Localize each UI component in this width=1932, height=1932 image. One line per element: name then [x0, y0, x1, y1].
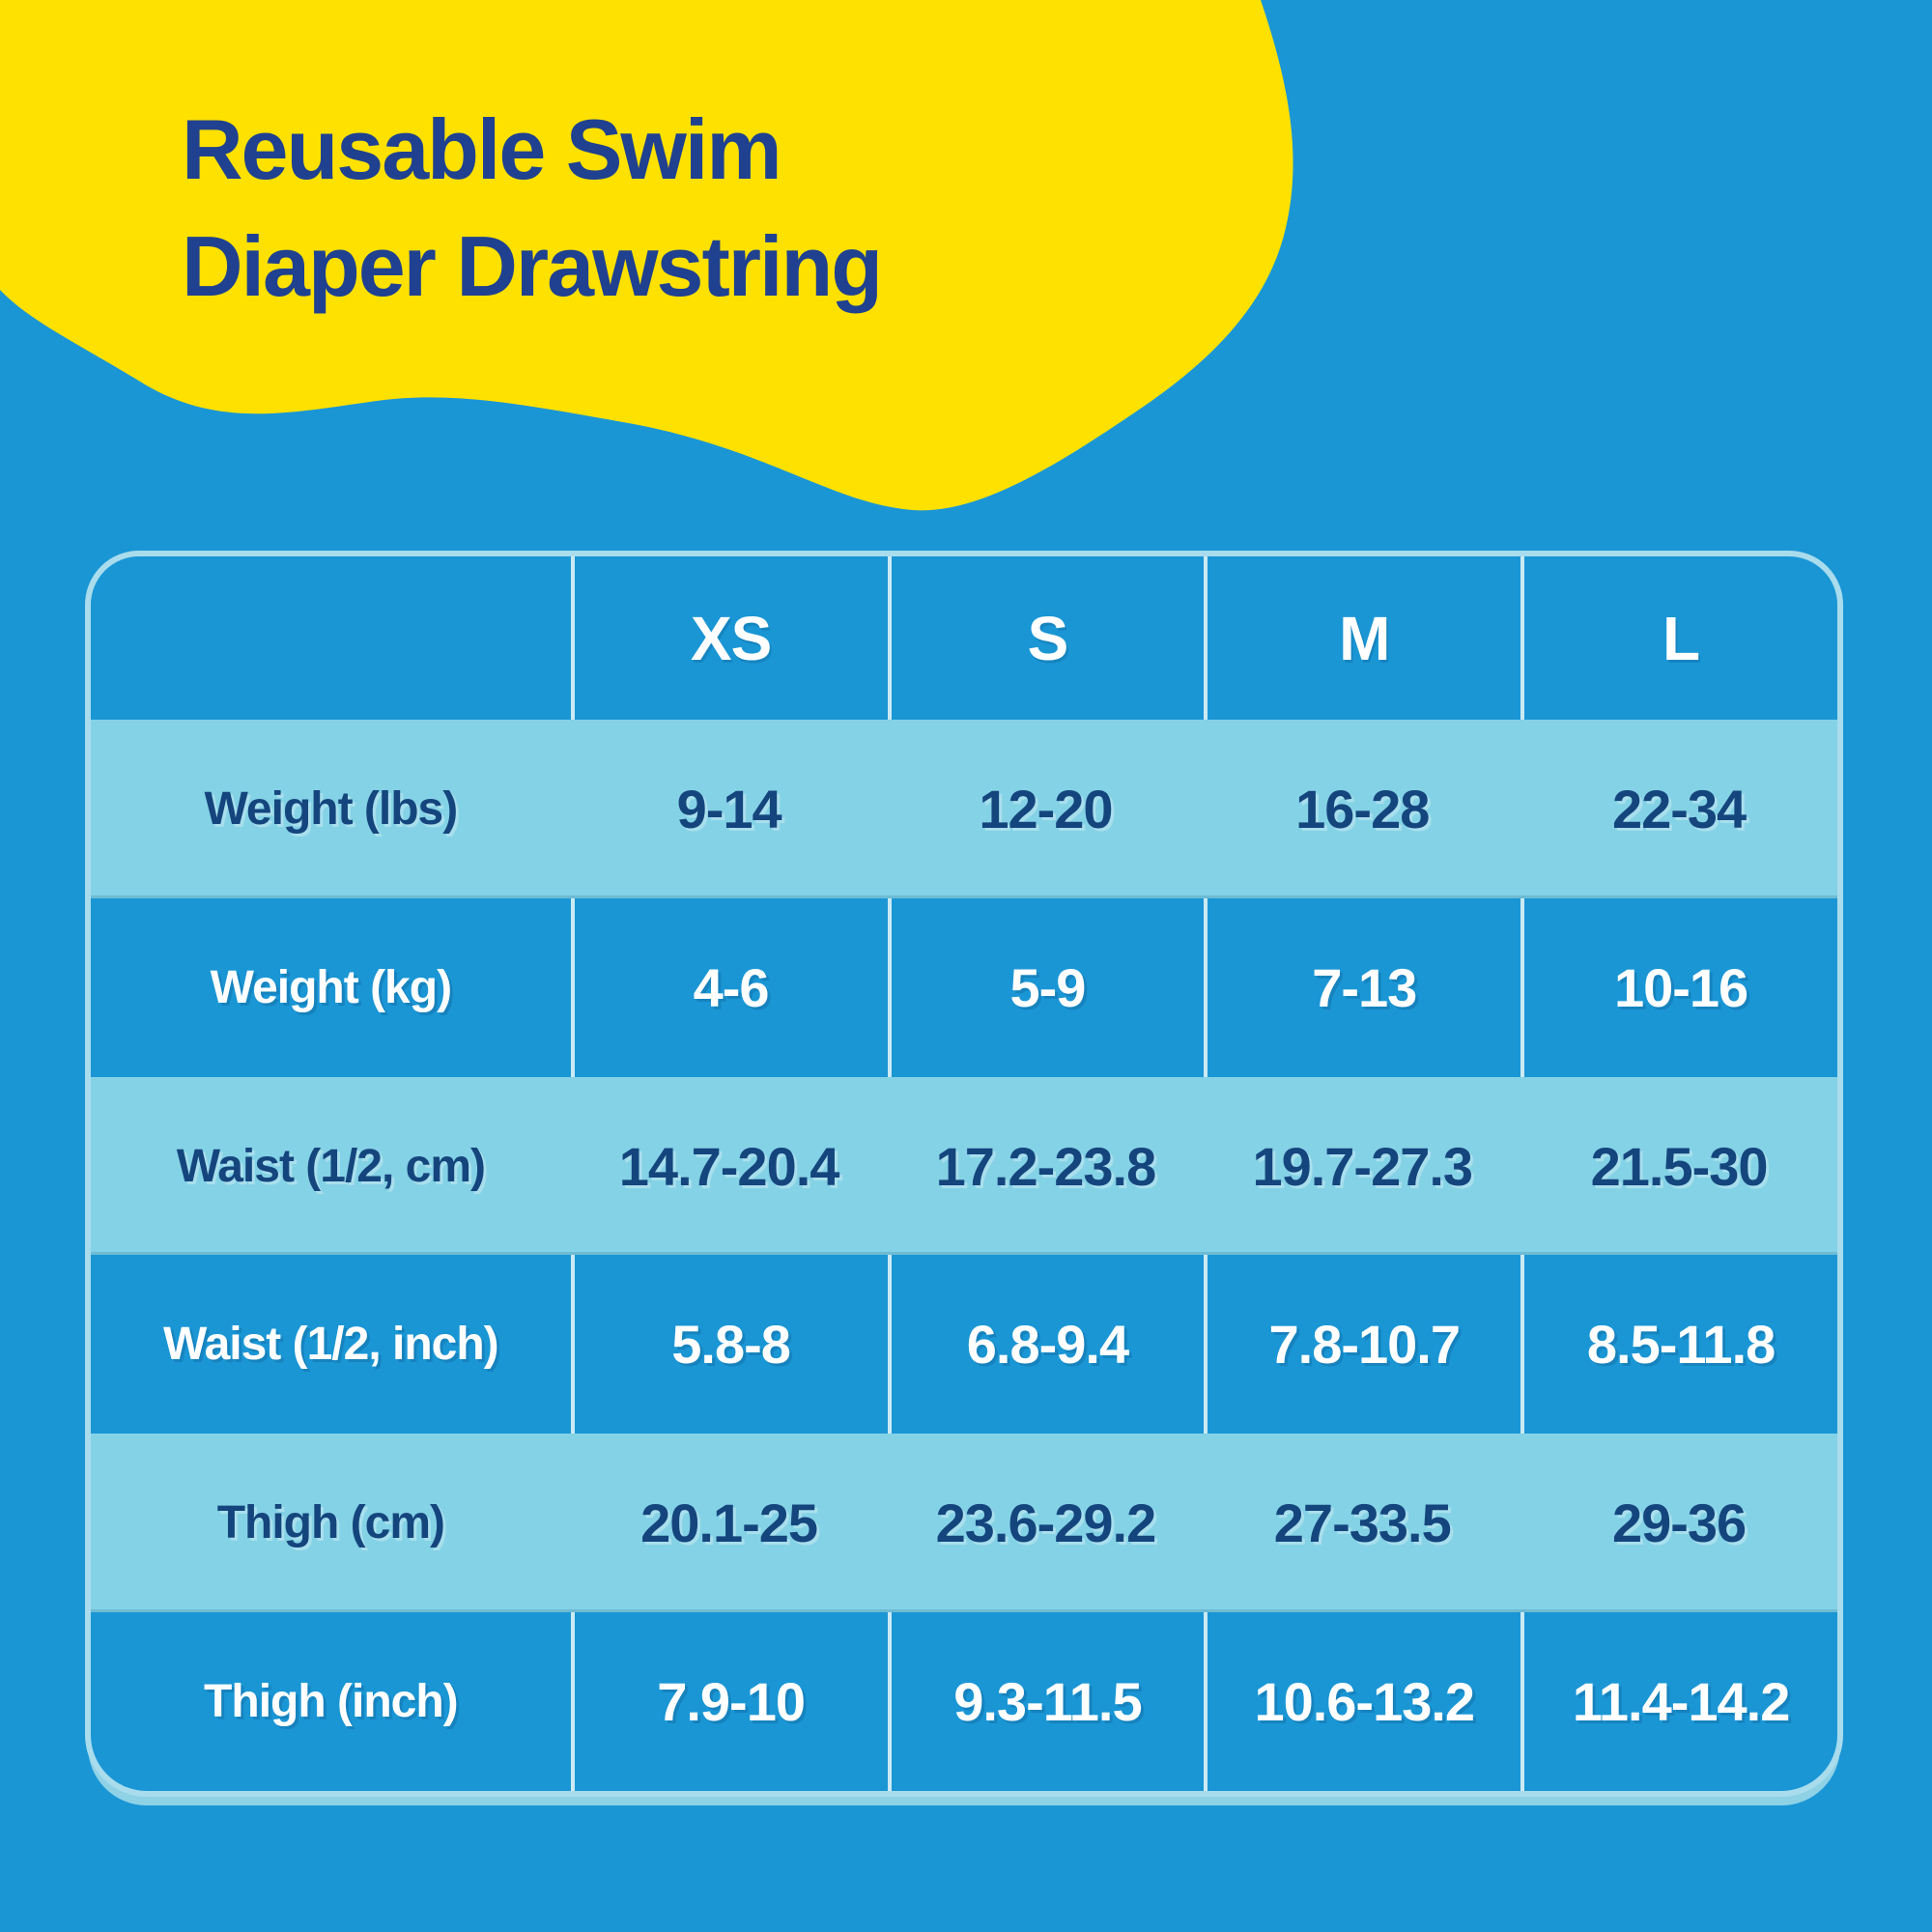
value-thigh-inch-m: 10.6-13.2: [1204, 1612, 1520, 1791]
value-thigh-inch-xs: 7.9-10: [570, 1612, 888, 1791]
value-weight-lbs-s: 12-20: [887, 720, 1205, 898]
row-label-waist-cm: Waist (1/2, cm): [91, 1076, 571, 1256]
value-weight-kg-l: 10-16: [1520, 897, 1837, 1077]
value-thigh-cm-s: 23.6-29.2: [887, 1434, 1205, 1613]
row-label-weight-lbs: Weight (lbs): [91, 720, 571, 898]
value-thigh-inch-s: 9.3-11.5: [887, 1612, 1205, 1791]
yellow-blob: [0, 0, 1293, 511]
page-title-line1: Reusable Swim: [182, 101, 782, 197]
column-header-l: L: [1520, 556, 1837, 720]
page-title: Reusable Swim Diaper Drawstring: [182, 91, 883, 325]
value-thigh-cm-m: 27-33.5: [1204, 1434, 1521, 1613]
value-waist-cm-l: 21.5-30: [1520, 1076, 1837, 1256]
row-label-thigh-cm: Thigh (cm): [91, 1434, 571, 1613]
value-waist-inch-m: 7.8-10.7: [1204, 1255, 1520, 1435]
value-weight-kg-xs: 4-6: [570, 897, 888, 1077]
value-waist-cm-xs: 14.7-20.4: [570, 1076, 888, 1256]
value-waist-inch-l: 8.5-11.8: [1520, 1255, 1837, 1435]
value-waist-inch-xs: 5.8-8: [570, 1255, 888, 1435]
corner-cell: [91, 556, 571, 720]
size-chart-table: XS S M L Weight (lbs) 9-14 12-20 16-28 2…: [85, 551, 1843, 1797]
row-label-thigh-inch: Thigh (inch): [204, 1676, 459, 1728]
column-header-s: S: [887, 556, 1205, 720]
row-label-weight-kg: Weight (kg): [210, 961, 452, 1013]
value-thigh-inch-l: 11.4-14.2: [1520, 1612, 1837, 1791]
value-waist-cm-s: 17.2-23.8: [887, 1076, 1205, 1256]
value-waist-inch-s: 6.8-9.4: [887, 1255, 1205, 1435]
row-label-waist-inch: Waist (1/2, inch): [163, 1319, 499, 1371]
value-waist-cm-m: 19.7-27.3: [1204, 1076, 1521, 1256]
value-weight-lbs-l: 22-34: [1520, 720, 1837, 898]
value-weight-kg-m: 7-13: [1204, 897, 1520, 1077]
value-thigh-cm-xs: 20.1-25: [570, 1434, 888, 1613]
value-weight-lbs-m: 16-28: [1204, 720, 1521, 898]
column-header-m: M: [1204, 556, 1520, 720]
value-thigh-cm-l: 29-36: [1520, 1434, 1837, 1613]
value-weight-kg-s: 5-9: [887, 897, 1205, 1077]
page-title-line2: Diaper Drawstring: [182, 218, 883, 314]
value-weight-lbs-xs: 9-14: [570, 720, 888, 898]
column-header-xs: XS: [570, 556, 888, 720]
